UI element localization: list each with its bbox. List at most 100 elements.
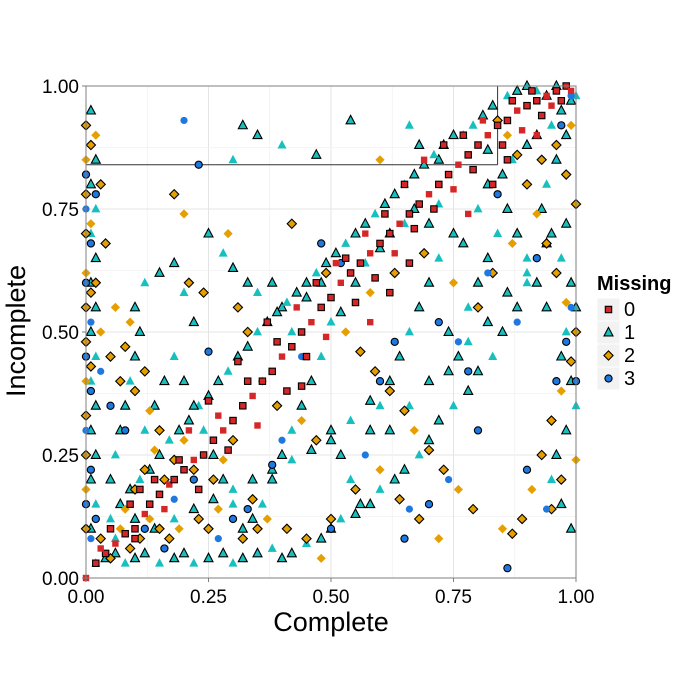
data-point-series-3 xyxy=(121,426,130,435)
data-point-series-0 xyxy=(498,141,507,149)
data-point-series-1 xyxy=(482,143,494,154)
y-tick-label: 0.75 xyxy=(42,200,79,221)
data-point-series-1 xyxy=(565,94,577,105)
data-point-series-2 xyxy=(527,484,537,495)
data-point-series-2 xyxy=(375,465,385,475)
data-point-series-1 xyxy=(375,400,385,410)
data-point-series-0 xyxy=(92,559,100,567)
data-point-series-2 xyxy=(399,405,410,417)
data-point-series-1 xyxy=(448,227,459,238)
legend-label-1: 1 xyxy=(624,322,635,344)
data-point-series-0 xyxy=(112,540,119,547)
data-point-series-0 xyxy=(514,107,521,114)
data-point-series-0 xyxy=(474,141,482,149)
data-point-series-1 xyxy=(257,499,267,508)
data-point-series-1 xyxy=(120,558,130,567)
data-point-series-1 xyxy=(296,399,308,410)
data-point-series-1 xyxy=(90,251,102,263)
data-point-series-1 xyxy=(364,394,376,405)
data-point-series-2 xyxy=(350,484,361,495)
data-point-series-1 xyxy=(203,227,214,238)
data-point-series-0 xyxy=(444,170,453,179)
data-point-series-1 xyxy=(129,552,141,563)
data-point-series-1 xyxy=(179,287,189,297)
data-point-series-0 xyxy=(537,111,546,120)
data-point-series-1 xyxy=(521,138,533,149)
data-point-series-3 xyxy=(97,367,105,375)
data-point-series-3 xyxy=(140,524,149,533)
data-point-series-0 xyxy=(220,427,227,434)
data-point-series-0 xyxy=(145,500,154,508)
data-point-series-2 xyxy=(418,247,430,259)
data-point-series-2 xyxy=(375,155,385,165)
y-tick-label: 0.00 xyxy=(42,569,79,590)
data-point-series-1 xyxy=(173,424,185,435)
data-point-series-0 xyxy=(400,180,409,189)
data-point-series-0 xyxy=(229,416,237,425)
data-point-series-2 xyxy=(506,528,518,540)
data-point-series-1 xyxy=(316,351,326,360)
data-point-series-2 xyxy=(119,341,131,353)
data-point-series-0 xyxy=(121,529,129,538)
data-point-series-1 xyxy=(433,414,445,425)
data-point-series-0 xyxy=(263,318,272,326)
data-point-series-1 xyxy=(134,325,146,336)
data-point-series-2 xyxy=(154,425,165,436)
data-point-series-3 xyxy=(434,318,443,327)
data-point-series-0 xyxy=(386,229,394,238)
data-point-series-3 xyxy=(326,524,336,533)
data-point-series-1 xyxy=(158,374,170,386)
data-point-series-1 xyxy=(364,424,376,435)
data-point-series-1 xyxy=(493,228,503,237)
data-point-series-1 xyxy=(350,507,361,518)
data-point-series-1 xyxy=(511,301,523,312)
legend-title: Missing xyxy=(597,273,671,295)
data-point-series-2 xyxy=(438,464,450,476)
data-point-series-2 xyxy=(163,533,175,545)
data-point-series-0 xyxy=(131,525,139,533)
data-point-series-1 xyxy=(418,158,430,169)
data-point-series-1 xyxy=(423,276,435,287)
data-point-series-1 xyxy=(350,227,361,238)
data-point-series-1 xyxy=(90,301,102,312)
data-point-series-0 xyxy=(204,397,213,405)
data-point-series-1 xyxy=(91,499,101,508)
data-point-series-2 xyxy=(316,553,326,563)
data-point-series-1 xyxy=(320,256,332,268)
data-point-series-1 xyxy=(556,253,566,262)
x-tick-label: 0.25 xyxy=(190,587,227,608)
data-point-series-3 xyxy=(86,465,96,474)
data-point-series-1 xyxy=(217,473,229,484)
data-point-series-1 xyxy=(413,138,425,149)
data-point-series-2 xyxy=(168,188,180,200)
data-point-series-1 xyxy=(105,473,116,484)
data-point-series-1 xyxy=(468,120,478,129)
data-point-series-1 xyxy=(139,547,151,558)
data-point-series-3 xyxy=(278,436,286,444)
data-point-series-2 xyxy=(203,523,214,535)
data-point-series-1 xyxy=(473,203,483,213)
data-point-series-1 xyxy=(286,547,298,558)
data-point-series-0 xyxy=(136,485,144,494)
data-point-series-2 xyxy=(154,523,165,535)
data-point-series-1 xyxy=(487,99,499,110)
data-point-series-3 xyxy=(390,337,399,346)
data-point-series-2 xyxy=(310,434,322,446)
data-point-series-0 xyxy=(543,92,550,100)
data-point-series-0 xyxy=(391,250,398,257)
data-point-series-2 xyxy=(516,513,528,525)
data-point-series-2 xyxy=(96,327,106,337)
data-point-series-2 xyxy=(541,238,552,249)
legend-label-0: 0 xyxy=(624,299,635,321)
data-point-series-1 xyxy=(267,543,277,552)
data-point-series-0 xyxy=(161,505,168,513)
data-point-series-1 xyxy=(242,340,254,351)
data-point-series-1 xyxy=(325,433,337,445)
data-point-series-3 xyxy=(268,460,277,469)
data-point-series-0 xyxy=(297,382,306,390)
data-point-series-1 xyxy=(237,119,249,130)
data-point-series-1 xyxy=(433,153,445,164)
data-point-series-1 xyxy=(404,326,414,336)
data-point-series-1 xyxy=(188,399,200,410)
